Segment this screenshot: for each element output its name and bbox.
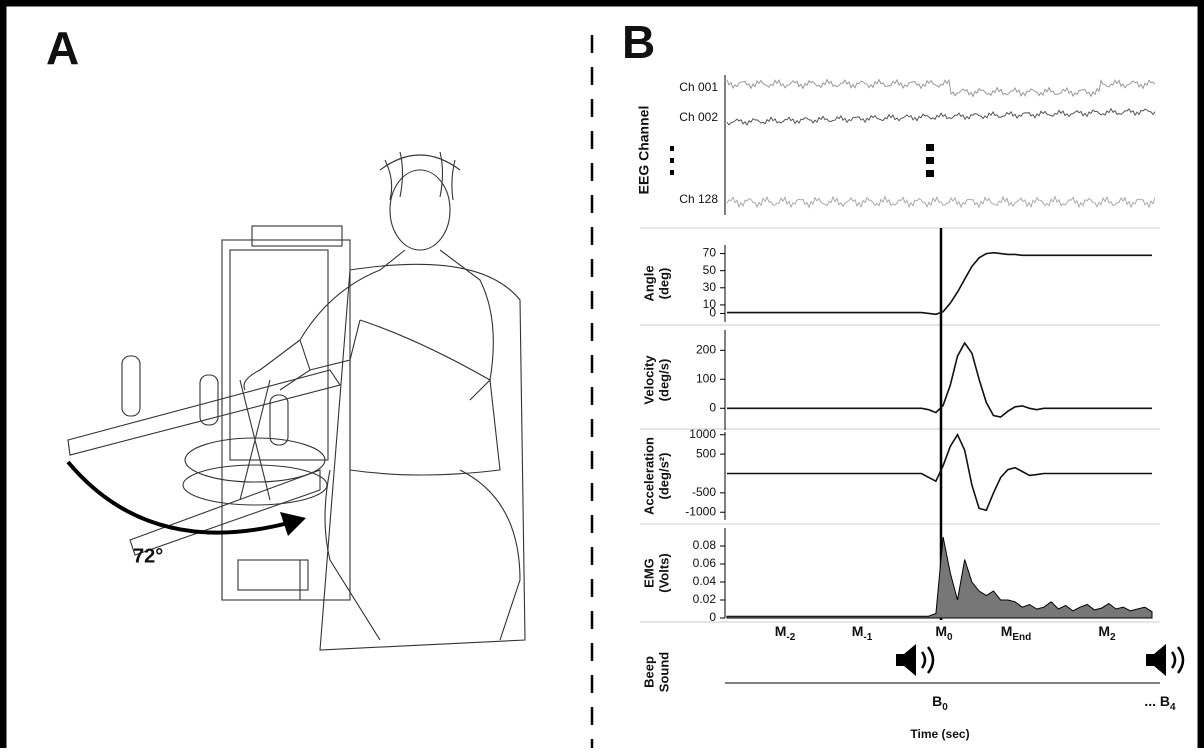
y-axis-label: Beep [641, 656, 656, 688]
y-axis-label: (Volts) [656, 553, 671, 592]
event-label-sub: -2 [786, 632, 795, 643]
channel-label: Ch 001 [679, 80, 718, 94]
y-axis-label: EEG Channel [636, 106, 652, 195]
y-tick-label: 0.08 [693, 538, 717, 552]
event-label-base: M [775, 623, 787, 639]
channel-label: Ch 002 [679, 110, 718, 124]
y-tick-label: 0.06 [693, 556, 717, 570]
y-axis-label: Angle [641, 265, 656, 301]
arrow-head [280, 512, 306, 536]
beep-label-sub: 0 [942, 702, 948, 713]
event-label-sub: 2 [1110, 632, 1116, 643]
y-axis-label: Acceleration [641, 437, 656, 515]
event-label-base: M [852, 623, 864, 639]
event-label: MEnd [1001, 623, 1032, 643]
eeg-traces [726, 78, 1156, 209]
y-tick-label: 500 [696, 446, 716, 460]
signal-line [727, 341, 1152, 418]
emg-area [726, 536, 1153, 619]
y-tick-label: 1000 [689, 427, 716, 441]
angle-label: 72° [133, 545, 163, 567]
y-tick-label: 0 [709, 400, 716, 414]
event-label: M0 [935, 623, 953, 643]
y-tick-label: 0.04 [693, 574, 717, 588]
beep-label: ... B4 [1144, 693, 1176, 713]
speaker-icon [896, 644, 935, 676]
separators [640, 227, 1160, 623]
y-axis-label: (deg/s²) [656, 453, 671, 500]
beep-label-sub: 4 [1170, 702, 1176, 713]
channel-label: Ch 128 [679, 192, 718, 206]
event-label-sub: End [1012, 632, 1031, 643]
signal-line [727, 251, 1152, 316]
y-tick-label: 0 [709, 610, 716, 624]
beep-label-base: ... B [1144, 693, 1170, 709]
eeg-trace [726, 78, 1156, 98]
ellipsis-dots [670, 144, 934, 177]
y-tick-label: -500 [692, 485, 716, 499]
y-axis-label: Sound [656, 652, 671, 692]
rotation-arrow [66, 460, 293, 535]
y-tick-label: 30 [703, 280, 717, 294]
event-label-base: M [1098, 623, 1110, 639]
panel-label: B [622, 16, 655, 68]
y-tick-label: 10 [703, 297, 717, 311]
eeg-trace [726, 195, 1156, 209]
panel-label: A [46, 22, 79, 74]
event-label-sub: 0 [947, 632, 953, 643]
x-axis-label: Time (sec) [910, 727, 969, 741]
signal-line [727, 433, 1152, 512]
beep-label-base: B [932, 693, 942, 709]
y-axis-label: (deg) [656, 268, 671, 300]
event-label-sub: -1 [863, 632, 872, 643]
apparatus-sketch [67, 151, 526, 651]
event-label-base: M [1001, 623, 1013, 639]
y-tick-label: 0.02 [693, 592, 717, 606]
event-label: M-2 [775, 623, 796, 643]
y-tick-label: 100 [696, 371, 716, 385]
event-label-base: M [935, 623, 947, 639]
y-axis-label: EMG [641, 558, 656, 588]
eeg-trace [726, 107, 1156, 127]
event-label: M2 [1098, 623, 1116, 643]
beep-label: B0 [932, 693, 948, 713]
y-tick-label: 50 [703, 263, 717, 277]
y-tick-label: 200 [696, 342, 716, 356]
event-label: M-1 [852, 623, 873, 643]
speaker-icon [1146, 644, 1185, 676]
y-tick-label: 70 [703, 246, 717, 260]
y-tick-label: 0 [709, 306, 716, 320]
y-tick-label: -1000 [685, 504, 716, 518]
y-axis-label: (deg/s) [656, 359, 671, 402]
y-axis-label: Velocity [641, 355, 656, 405]
